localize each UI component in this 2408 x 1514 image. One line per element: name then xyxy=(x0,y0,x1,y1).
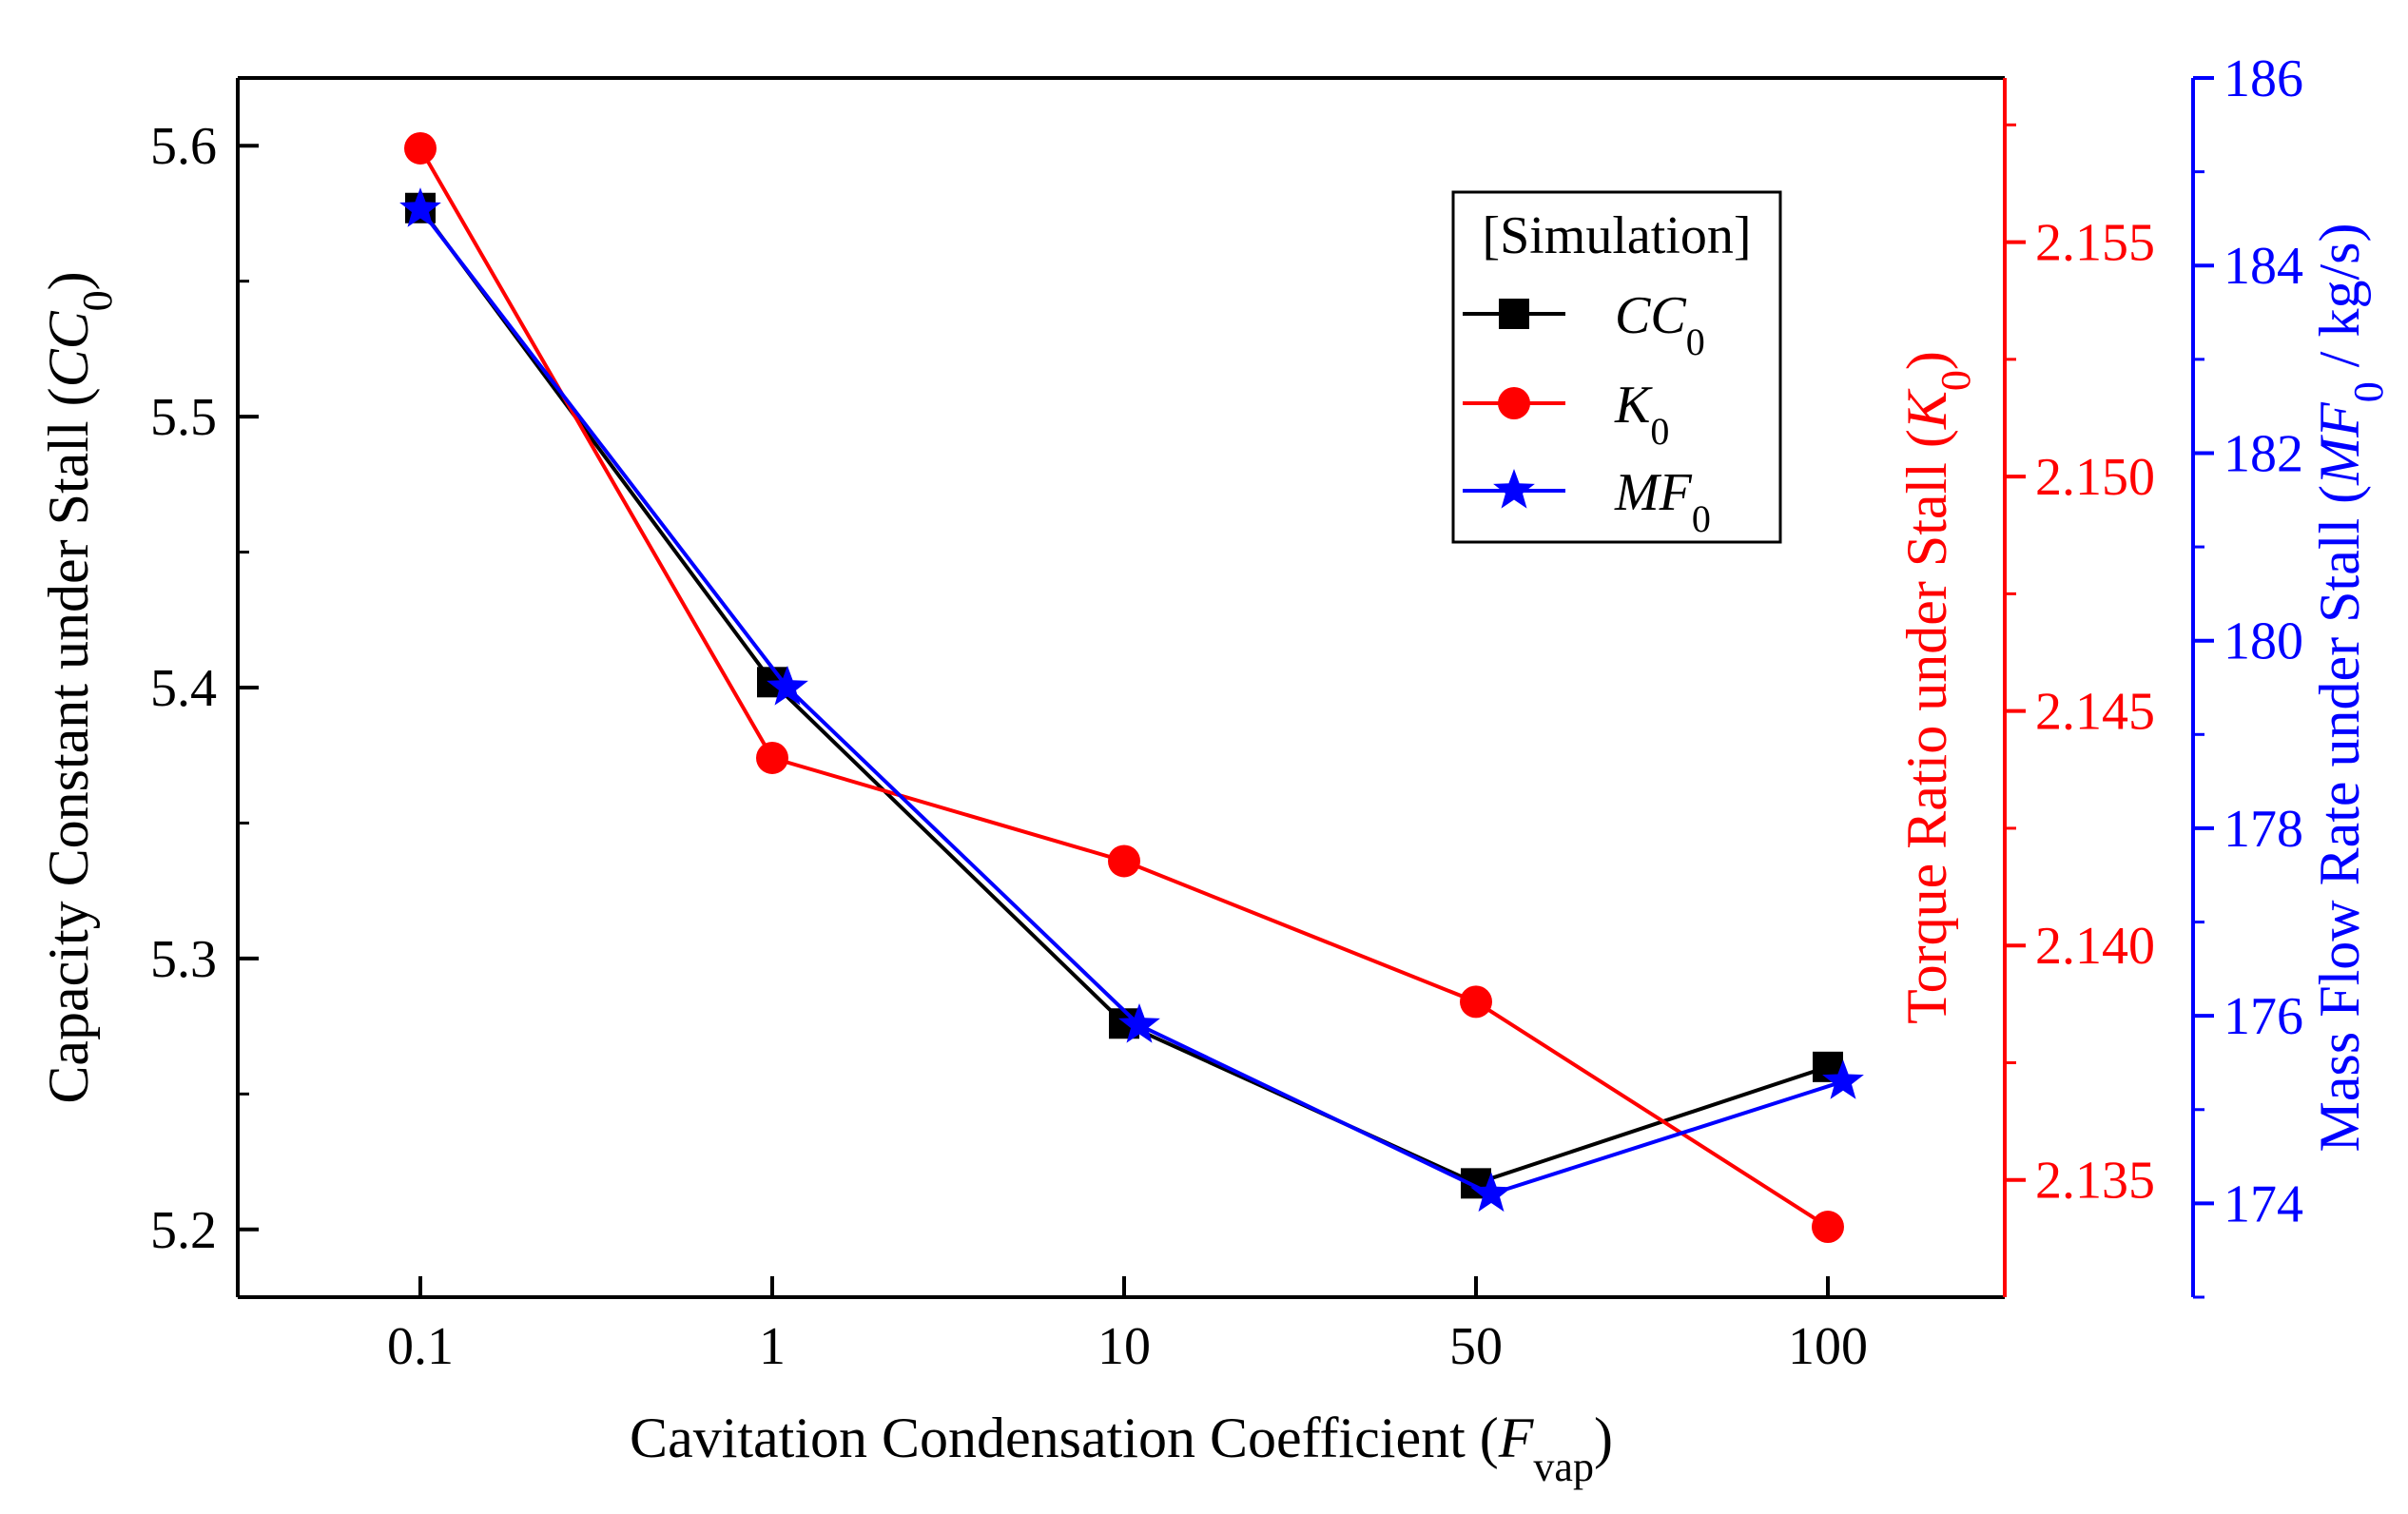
legend-title: [Simulation] xyxy=(1482,206,1751,265)
data-point-MF0 xyxy=(767,666,808,706)
x-tick-label: 1 xyxy=(759,1317,786,1376)
massflow-axis-title-subscript: 0 xyxy=(2345,381,2392,402)
left-axis-title-main: Capacity Constant under Stall ( xyxy=(37,387,100,1103)
massflow-tick-label: 176 xyxy=(2224,987,2303,1046)
legend-label-subscript: 0 xyxy=(1686,320,1705,363)
left-y-axis: 5.2 5.3 5.4 5.5 5.6 xyxy=(150,117,259,1260)
right-y-axis-torque: 2.135 2.140 2.145 2.150 2.155 xyxy=(2005,123,2155,1211)
data-point-K0 xyxy=(1460,985,1492,1019)
series-K0 xyxy=(404,131,1844,1244)
legend-label-symbol: K xyxy=(1614,376,1653,435)
massflow-axis-title-main: Mass Flow Rate under Stall ( xyxy=(2308,485,2371,1153)
data-point-MF0 xyxy=(1470,1172,1512,1213)
legend-label-symbol: CC xyxy=(1615,286,1686,345)
data-point-K0 xyxy=(1108,844,1140,878)
massflow-axis-title: Mass Flow Rate under Stall (MF0 / kg/s) xyxy=(2308,223,2392,1153)
left-axis-title-tail: ) xyxy=(37,271,100,290)
massflow-tick-label: 174 xyxy=(2224,1174,2303,1233)
x-axis-title-symbol: F xyxy=(1498,1407,1535,1469)
torque-tick-label: 2.155 xyxy=(2035,214,2155,273)
legend-marker-K0 xyxy=(1498,387,1530,419)
torque-tick-label: 2.150 xyxy=(2035,448,2155,507)
torque-axis-title-tail: ) xyxy=(1895,351,1958,370)
x-axis: 0.1 1 10 50 100 xyxy=(387,1276,1868,1376)
left-axis-title-symbol: CC xyxy=(37,310,100,387)
legend-label-symbol: MF xyxy=(1614,463,1693,522)
legend-label-subscript: 0 xyxy=(1650,410,1669,453)
data-point-K0 xyxy=(1812,1211,1844,1244)
left-tick-label: 5.6 xyxy=(150,117,217,176)
left-axis-title-subscript: 0 xyxy=(74,290,121,311)
data-point-MF0 xyxy=(1822,1059,1864,1099)
torque-axis-title-subscript: 0 xyxy=(1932,370,1979,391)
massflow-tick-label: 184 xyxy=(2224,237,2303,296)
massflow-tick-label: 180 xyxy=(2224,612,2303,671)
left-tick-label: 5.4 xyxy=(150,659,217,718)
data-point-K0 xyxy=(404,131,437,165)
massflow-axis-title-tail: / kg/s) xyxy=(2308,223,2371,382)
series-layer xyxy=(399,131,1864,1244)
left-tick-label: 5.2 xyxy=(150,1201,217,1260)
left-tick-label: 5.3 xyxy=(150,930,217,989)
x-axis-title: Cavitation Condensation Coefficient (Fva… xyxy=(630,1407,1613,1490)
legend-marker-CC0 xyxy=(1499,299,1529,329)
series-MF0 xyxy=(399,187,1864,1213)
data-point-K0 xyxy=(756,741,788,774)
torque-axis-title-symbol: K xyxy=(1895,388,1958,430)
x-tick-label: 100 xyxy=(1788,1317,1868,1376)
x-tick-label: 50 xyxy=(1449,1317,1503,1376)
legend-label-K0: K0 xyxy=(1614,376,1669,453)
torque-tick-label: 2.145 xyxy=(2035,683,2155,742)
axis-titles: Cavitation Condensation Coefficient (Fva… xyxy=(37,223,2392,1490)
torque-axis-title-main: Torque Ratio under Stall ( xyxy=(1895,429,1958,1024)
legend-marker-MF0 xyxy=(1493,469,1535,509)
massflow-axis-title-symbol: MF xyxy=(2308,401,2371,486)
massflow-tick-label: 178 xyxy=(2224,800,2303,859)
left-axis-title: Capacity Constant under Stall (CC0) xyxy=(37,271,121,1103)
right-y-axis-massflow: 174 176 178 180 182 184 186 xyxy=(2193,49,2303,1299)
x-axis-title-main: Cavitation Condensation Coefficient ( xyxy=(630,1407,1499,1469)
torque-tick-label: 2.140 xyxy=(2035,917,2155,976)
x-axis-title-subscript: vap xyxy=(1533,1444,1594,1490)
x-tick-label: 10 xyxy=(1097,1317,1151,1376)
torque-tick-label: 2.135 xyxy=(2035,1152,2155,1211)
legend-label-CC0: CC0 xyxy=(1615,286,1705,363)
legend-label-subscript: 0 xyxy=(1692,497,1711,540)
data-point-MF0 xyxy=(399,187,441,227)
x-axis-title-tail: ) xyxy=(1594,1407,1613,1469)
left-tick-label: 5.5 xyxy=(150,388,217,447)
massflow-tick-label: 182 xyxy=(2224,424,2303,483)
massflow-tick-label: 186 xyxy=(2224,49,2303,108)
data-point-MF0 xyxy=(1118,1003,1160,1043)
torque-axis-title: Torque Ratio under Stall (K0) xyxy=(1895,351,1979,1024)
legend-label-MF0: MF0 xyxy=(1614,463,1711,540)
x-tick-label: 0.1 xyxy=(387,1317,454,1376)
